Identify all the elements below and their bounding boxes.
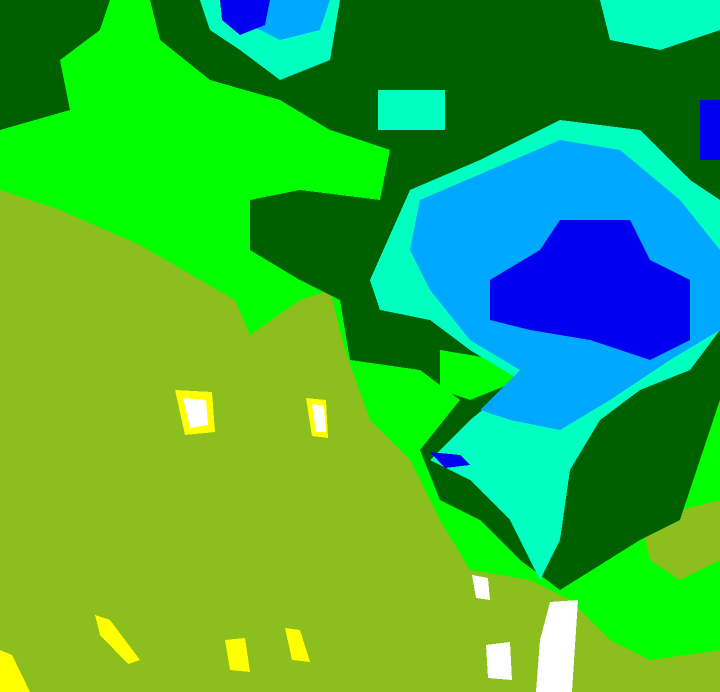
region-white-2 bbox=[312, 404, 326, 432]
region-white-1 bbox=[183, 398, 208, 428]
region-olive bbox=[0, 190, 720, 692]
region-aquamarine-block bbox=[378, 90, 445, 130]
region-yellow-5 bbox=[285, 628, 310, 662]
region-yellow-3 bbox=[95, 615, 140, 664]
region-white-5 bbox=[472, 575, 490, 600]
region-blue-core bbox=[490, 220, 690, 360]
region-blue-small bbox=[430, 452, 470, 468]
region-blue-right bbox=[700, 100, 720, 160]
region-yellow-6 bbox=[0, 650, 30, 692]
region-dark-green-topleft bbox=[0, 0, 110, 130]
region-white-3 bbox=[536, 600, 578, 692]
region-blue-top bbox=[220, 0, 270, 35]
region-white-4 bbox=[486, 642, 512, 680]
region-aquamarine-topright bbox=[600, 0, 720, 50]
region-yellow-4 bbox=[225, 638, 250, 672]
